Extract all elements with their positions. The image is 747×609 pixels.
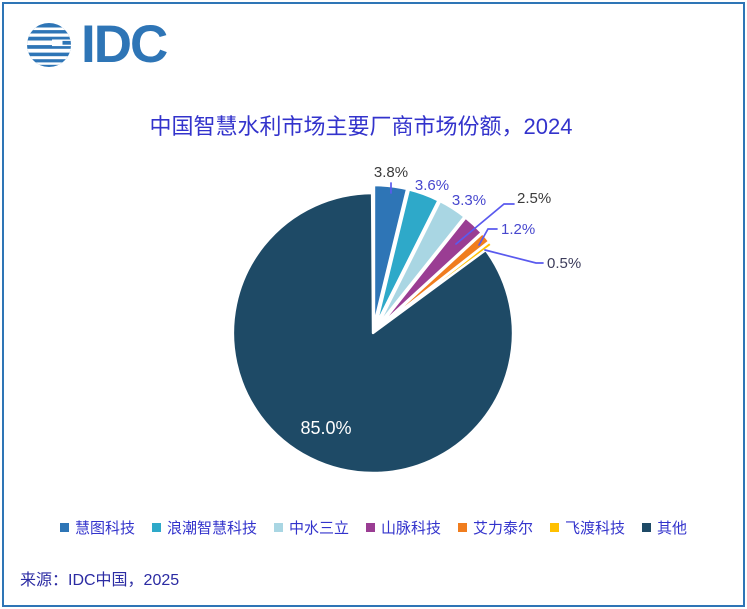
pie-data-label-慧图科技: 3.8% [374,164,408,181]
legend-marker-icon [151,523,161,532]
idc-globe-icon [27,23,71,67]
pie-data-label-中水三立: 3.3% [452,192,486,209]
pie-slice-浪潮智慧科技[interactable] [374,188,440,327]
chart-title: 中国智慧水利市场主要厂商市场份额，2024 [149,114,573,139]
legend-label: 山脉科技 [380,520,441,537]
legend-item-慧图科技[interactable]: 慧图科技 [59,517,135,538]
legend-item-飞渡科技[interactable]: 飞渡科技 [550,517,625,538]
legend-item-浪潮智慧科技[interactable]: 浪潮智慧科技 [151,517,257,538]
pie-data-label-艾力泰尔: 1.2% [501,221,535,238]
legend-marker-icon [550,523,560,532]
legend-item-艾力泰尔[interactable]: 艾力泰尔 [458,517,533,538]
legend-label: 艾力泰尔 [473,520,534,537]
source-note: 来源：IDC中国，2025 [20,572,180,589]
legend-item-中水三立[interactable]: 中水三立 [273,517,349,538]
pie-data-label-飞渡科技: 0.5% [547,255,581,272]
legend-label: 飞渡科技 [565,520,626,537]
legend-item-山脉科技[interactable]: 山脉科技 [365,517,441,538]
legend-marker-icon [365,523,375,532]
pie-data-label-山脉科技: 2.5% [517,190,551,207]
legend-label: 慧图科技 [74,520,135,537]
legend-marker-icon [458,523,467,532]
legend-label: 浪潮智慧科技 [166,520,257,537]
legend-marker-icon [642,523,652,532]
legend-marker-icon [59,523,69,532]
idc-logo: IDC [26,15,168,74]
pie-slice-其他[interactable] [231,191,515,475]
idc-logo-text: IDC [81,15,168,74]
legend-marker-icon [273,523,283,532]
legend-item-其他[interactable]: 其他 [642,517,687,538]
chart-legend: 慧图科技 浪潮智慧科技 中水三立 山脉科技 艾力泰尔 飞渡科技 其他 [0,517,747,538]
legend-label: 中水三立 [288,520,349,537]
legend-label: 其他 [657,520,688,537]
